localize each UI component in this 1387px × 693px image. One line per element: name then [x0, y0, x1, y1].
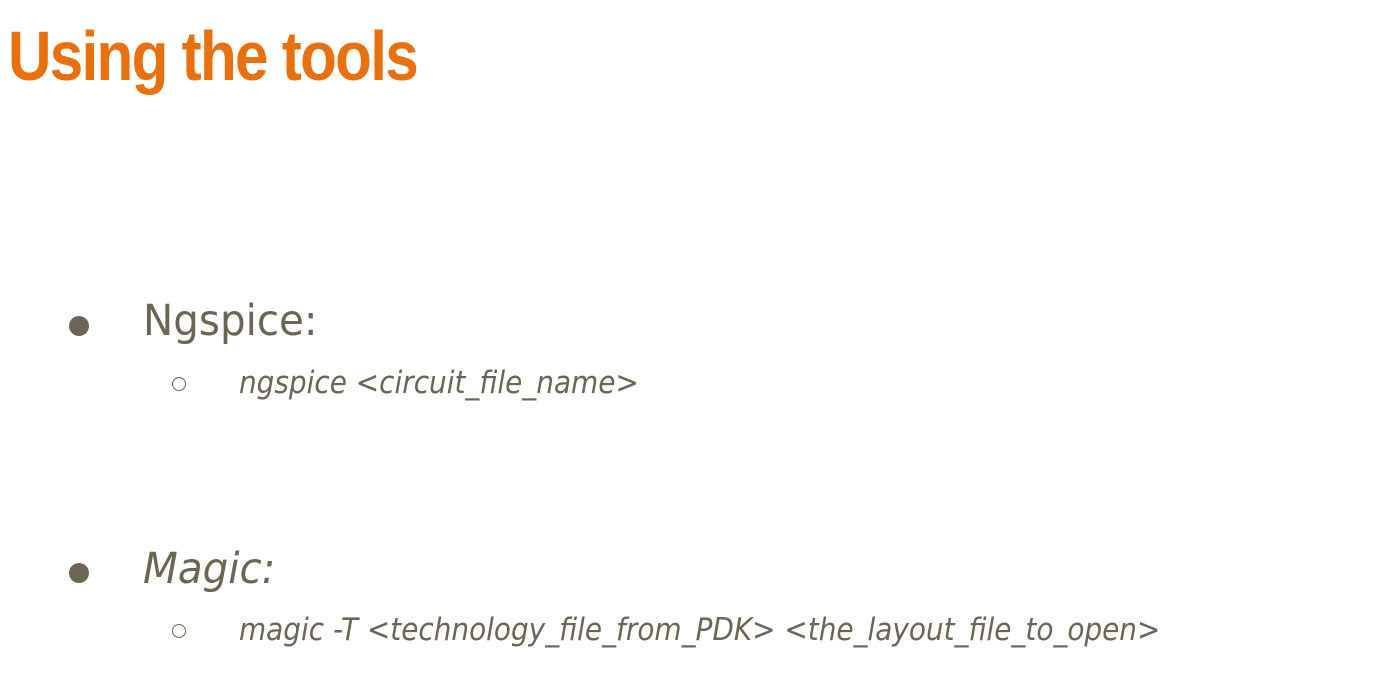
bullet-icon [69, 316, 89, 336]
command-magic: magic -T <technology_file_from_PDK> <the… [239, 612, 1161, 648]
bullet-icon [69, 563, 89, 583]
bullet-label-ngspice: Ngspice: [143, 296, 318, 346]
command-ngspice: ngspice <circuit_file_name> [239, 365, 639, 401]
sub-bullet-icon [172, 377, 186, 391]
sub-bullet-icon [172, 624, 186, 638]
bullet-label-magic: Magic: [143, 544, 276, 594]
slide-title: Using the tools [8, 17, 419, 95]
